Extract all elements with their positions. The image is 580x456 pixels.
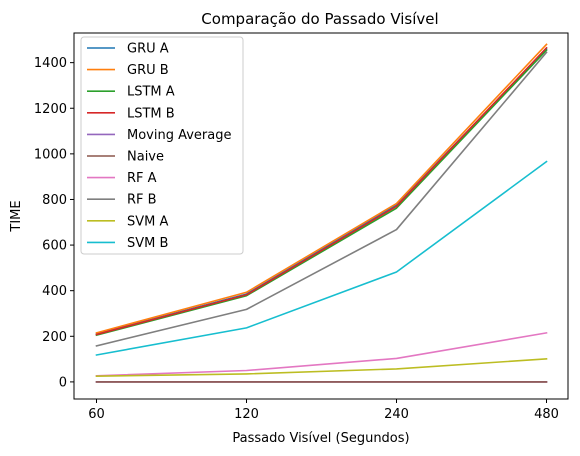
legend-label: Naive (127, 150, 164, 165)
series-line-lstm-b (95, 46, 548, 336)
y-axis-label: TIME (9, 200, 24, 232)
series-line-svm-b (95, 160, 548, 356)
series-lines (95, 43, 548, 383)
y-tick-label: 1400 (34, 56, 67, 71)
x-tick-label: 240 (384, 407, 409, 422)
legend-label: RF B (127, 193, 157, 208)
series-line-gru-b (95, 43, 548, 334)
legend-label: SVM B (127, 236, 168, 251)
x-tick-label: 60 (88, 407, 105, 422)
legend-label: RF A (127, 171, 157, 186)
x-tick-label: 480 (534, 407, 559, 422)
legend-label: LSTM B (127, 106, 175, 121)
legend-label: LSTM A (127, 85, 175, 100)
y-axis: 0 200 400 600 800 1000 1200 1400 (34, 56, 74, 390)
legend-label: Moving Average (127, 128, 231, 143)
y-tick-label: 600 (42, 239, 67, 254)
x-axis-label: Passado Visível (Segundos) (232, 431, 409, 446)
series-line-svm-a (95, 358, 548, 378)
legend-label: GRU A (127, 42, 169, 57)
series-line-rf-b (95, 51, 548, 347)
y-tick-label: 400 (42, 284, 67, 299)
y-tick-label: 1000 (34, 147, 67, 162)
legend-label: SVM A (127, 214, 168, 229)
y-tick-label: 200 (42, 330, 67, 345)
plot-area (73, 32, 569, 400)
series-line-rf-a (95, 331, 548, 377)
legend: GRU A GRU B LSTM A LSTM B Moving Average Naiv… (80, 36, 244, 255)
legend-label: GRU B (127, 63, 169, 78)
x-tick-label: 120 (234, 407, 259, 422)
y-tick-label: 0 (59, 375, 67, 390)
y-tick-label: 1200 (34, 102, 67, 117)
chart-title: Comparação do Passado Visível (201, 10, 438, 28)
y-tick-label: 800 (42, 193, 67, 208)
x-axis: 60 120 240 480 (88, 399, 559, 422)
legend-box (80, 36, 244, 255)
